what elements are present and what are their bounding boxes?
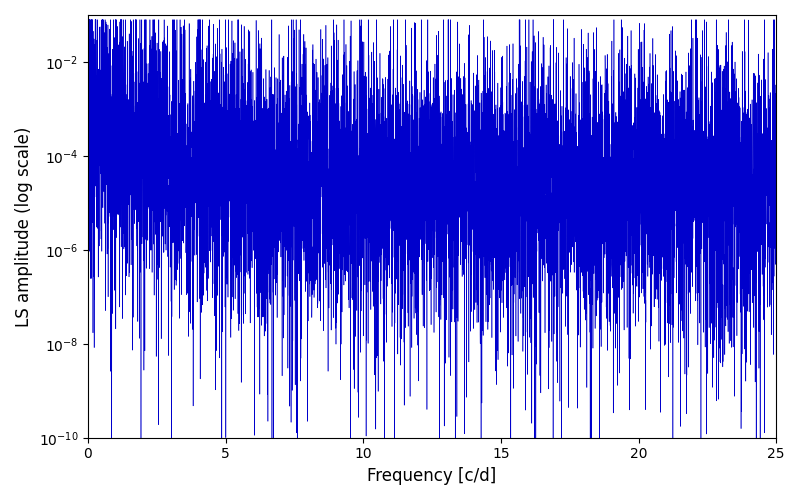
X-axis label: Frequency [c/d]: Frequency [c/d] [367,467,497,485]
Y-axis label: LS amplitude (log scale): LS amplitude (log scale) [15,126,33,326]
